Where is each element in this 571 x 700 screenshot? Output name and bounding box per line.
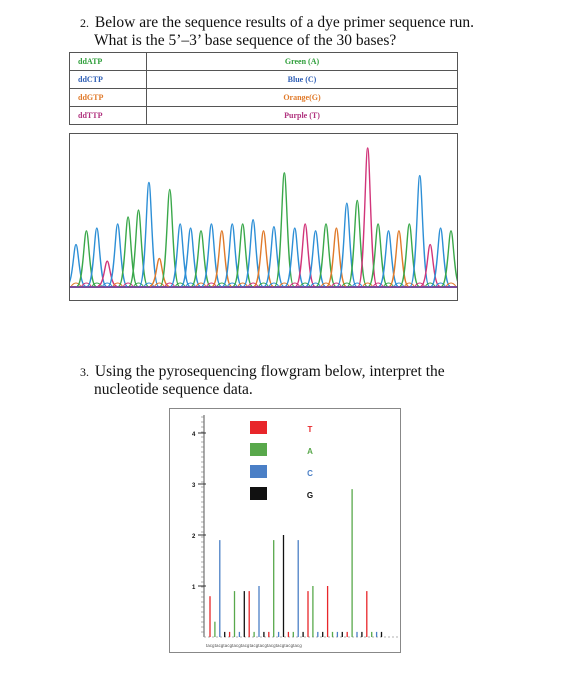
chromatogram-peak [357, 147, 378, 287]
legend-ddntp: ddGTP [69, 88, 147, 107]
flowgram-key-swatch [250, 421, 267, 434]
chromatogram-noise [393, 282, 404, 287]
legend-row: ddATP Green (A) [69, 52, 458, 71]
legend-row: ddCTP Blue (C) [69, 70, 458, 89]
flowgram-y-tick-label: 1 [192, 585, 196, 591]
chromatogram-noise [195, 282, 207, 287]
flowgram-key-swatch [250, 487, 267, 500]
chromatogram-noise [216, 282, 227, 287]
flowgram-key-swatch [250, 465, 267, 478]
question-2-line2: What is the 5’–3’ base sequence of the 3… [94, 32, 397, 49]
question-2-line1: 2. Below are the sequence results of a d… [80, 14, 550, 32]
chromatogram-peak [315, 223, 337, 287]
question-2-number: 2. [80, 16, 89, 30]
chromatogram-noise [362, 282, 373, 287]
chromatogram-plot [65, 147, 462, 288]
legend-color: Green (A) [146, 52, 458, 71]
chromatogram-noise [352, 282, 363, 287]
chromatogram-peak [149, 257, 170, 287]
legend-row: ddGTP Orange(G) [69, 88, 458, 107]
chromatogram-noise [154, 282, 165, 287]
question-2-text: Below are the sequence results of a dye … [94, 14, 475, 31]
chromatogram-noise [310, 282, 321, 287]
question-3-number: 3. [80, 365, 89, 379]
flowgram-key-letter: G [307, 491, 313, 500]
legend-row: ddTTP Purple (T) [69, 106, 458, 125]
chromatogram-noise [289, 282, 300, 287]
chromatogram-noise [112, 282, 123, 287]
chromatogram-noise [91, 282, 102, 287]
chromatogram-noise [70, 282, 82, 287]
flowgram-key-swatch [250, 443, 267, 456]
chromatogram-noise [425, 282, 436, 287]
flowgram-y-tick-label: 2 [192, 534, 196, 540]
chromatogram-noise [248, 282, 259, 287]
chromatogram-peak [138, 181, 159, 287]
chromatogram-noise [341, 282, 352, 287]
flowgram-y-tick-label: 4 [192, 432, 196, 438]
flowgram-key-letter: C [307, 469, 313, 478]
chromatogram-peak [263, 225, 284, 287]
legend-color: Orange(G) [146, 88, 458, 107]
chromatogram-peak [440, 230, 462, 287]
chromatogram-noise [143, 282, 154, 287]
chromatogram-peak [86, 227, 107, 287]
flowgram-key-letter: T [308, 425, 313, 434]
chromatogram-peak [243, 219, 264, 287]
question-3-line1: 3. Using the pyrosequencing flowgram bel… [80, 363, 550, 381]
question-2: 2. Below are the sequence results of a d… [80, 14, 550, 49]
chromatogram-peak [274, 172, 295, 287]
chromatogram-noise [206, 282, 217, 287]
legend-ddntp: ddTTP [69, 106, 147, 125]
chromatogram-noise [383, 282, 394, 287]
chromatogram-noise [300, 282, 311, 287]
chromatogram-noise [414, 282, 425, 287]
chromatogram-noise [102, 282, 113, 287]
flowgram-plot: 4 3 2 1 T A C Gtacgtacgtacgtacgtacgtacgtacgtacg… [192, 415, 398, 648]
chromatogram-noise [331, 282, 342, 287]
chromatogram-noise [133, 282, 144, 287]
sequencing-chromatogram [65, 133, 462, 301]
chromatogram-noise [435, 282, 446, 287]
chromatogram-noise [185, 282, 196, 287]
chromatogram-peak [201, 223, 222, 287]
chromatogram-noise [404, 282, 415, 287]
legend-ddntp: ddCTP [69, 70, 147, 89]
chromatogram-noise [227, 282, 238, 287]
chromatogram-noise [258, 282, 269, 287]
chromatogram-peak [97, 260, 117, 287]
chromatogram-noise [164, 282, 175, 287]
chromatogram-noise [445, 282, 457, 287]
legend-ddntp: ddATP [69, 52, 147, 71]
chromatogram-noise [237, 282, 248, 287]
flowgram-y-tick-label: 3 [192, 483, 196, 489]
chromatogram-peak [409, 174, 430, 287]
chromatogram-noise [279, 282, 290, 287]
dye-legend-table: ddATP Green (A) ddCTP Blue (C) ddGTP Orange… [69, 52, 458, 125]
question-3-line2: nucleotide sequence data. [94, 381, 253, 398]
chromatogram-noise [81, 282, 92, 287]
chromatogram-peak [295, 223, 316, 287]
legend-color: Blue (C) [146, 70, 458, 89]
flowgram-dispensation-order: tacgtacgtacgtacgtacgtacgtacgtacgtacgtacg… [206, 643, 302, 648]
chromatogram-peak [159, 188, 180, 287]
chromatogram-peak [399, 223, 420, 287]
flowgram-key-letter: A [307, 447, 313, 456]
chromatogram-noise [373, 282, 384, 287]
chromatogram-noise [175, 282, 186, 287]
chromatogram-noise [123, 282, 134, 287]
question-3-text: Using the pyrosequencing flowgram below,… [94, 363, 445, 380]
legend-color: Purple (T) [146, 106, 458, 125]
question-3: 3. Using the pyrosequencing flowgram bel… [80, 363, 550, 398]
chromatogram-noise [268, 282, 279, 287]
chromatogram-noise [320, 282, 332, 287]
